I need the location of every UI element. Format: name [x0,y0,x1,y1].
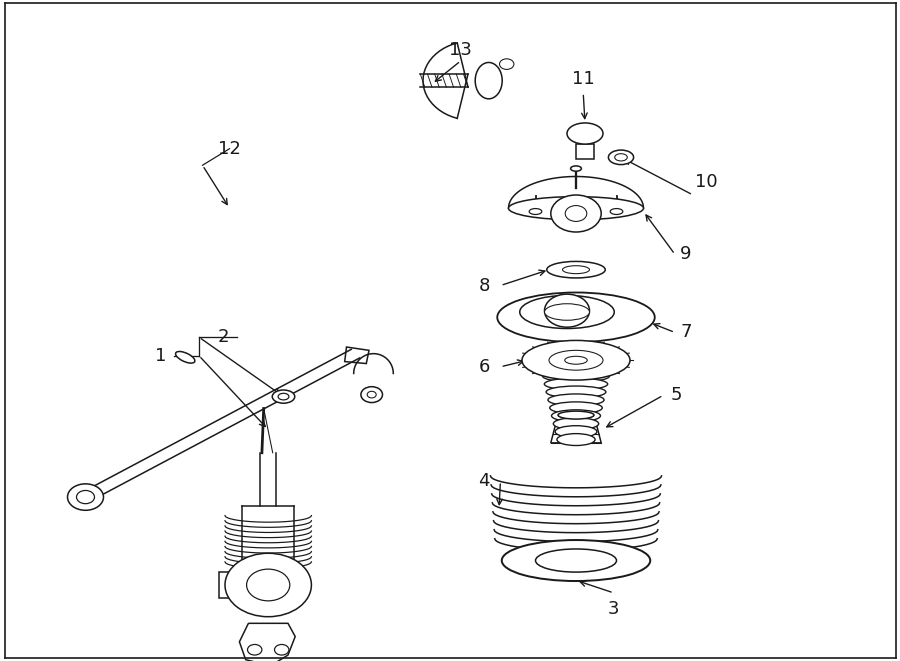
Ellipse shape [546,386,606,398]
Circle shape [367,391,376,398]
Circle shape [247,569,290,601]
Ellipse shape [520,295,614,329]
Ellipse shape [552,410,600,422]
Ellipse shape [610,209,623,214]
Ellipse shape [615,154,627,161]
Ellipse shape [562,266,590,274]
Ellipse shape [529,209,542,214]
Ellipse shape [547,261,605,278]
Ellipse shape [565,356,587,364]
Circle shape [551,195,601,232]
Text: 6: 6 [479,358,490,376]
Ellipse shape [554,418,598,430]
Ellipse shape [550,402,602,414]
Ellipse shape [543,370,609,382]
Circle shape [565,206,587,221]
Ellipse shape [536,549,617,572]
Ellipse shape [608,150,634,165]
Circle shape [500,59,514,69]
Ellipse shape [497,292,655,342]
Ellipse shape [548,394,604,406]
Circle shape [274,644,289,655]
Text: 4: 4 [479,472,490,490]
Ellipse shape [176,352,195,363]
Circle shape [361,387,382,403]
Text: 8: 8 [479,276,490,295]
Ellipse shape [555,426,597,438]
Ellipse shape [475,63,502,99]
Ellipse shape [571,166,581,171]
Ellipse shape [522,340,630,380]
Circle shape [544,294,590,327]
Circle shape [76,490,94,504]
Circle shape [68,484,104,510]
Ellipse shape [544,378,608,390]
Text: 2: 2 [218,328,229,346]
Text: 10: 10 [695,173,718,191]
Text: 3: 3 [608,600,619,619]
Circle shape [248,644,262,655]
Ellipse shape [558,411,594,419]
Ellipse shape [502,540,650,581]
Ellipse shape [549,350,603,370]
Ellipse shape [508,197,644,219]
Text: 7: 7 [680,323,691,342]
Text: 5: 5 [671,386,682,405]
Text: 1: 1 [155,346,166,365]
Ellipse shape [567,123,603,144]
Circle shape [225,553,311,617]
Ellipse shape [272,390,294,403]
Text: 13: 13 [449,40,473,59]
Ellipse shape [557,434,595,446]
Text: 11: 11 [572,70,595,89]
Text: 12: 12 [218,139,241,158]
Ellipse shape [278,393,289,400]
Text: 9: 9 [680,245,691,264]
Ellipse shape [544,303,590,320]
